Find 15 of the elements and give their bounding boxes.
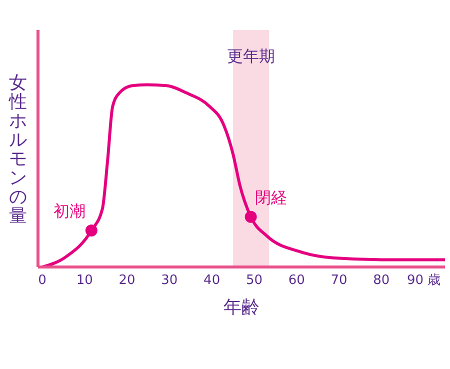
band-label: 更年期 — [227, 46, 276, 66]
x-tick-label: 90 歳 — [406, 273, 441, 288]
annotation: 初潮 — [53, 202, 86, 221]
x-tick-label: 10 — [76, 273, 93, 288]
x-tick-label: 80 — [373, 273, 390, 288]
x-tick-label: 30 — [161, 273, 178, 288]
x-tick-label: 70 — [330, 273, 348, 288]
x-axis-title: 年齢 — [224, 297, 260, 318]
x-tick-label: 40 — [204, 273, 220, 288]
x-tick-label: 0 — [38, 273, 46, 288]
y-axis-title: 女性ホルモンの量 — [8, 72, 27, 226]
annotation: 閉経 — [254, 188, 287, 207]
x-tick-label: 20 — [118, 273, 136, 288]
x-tick-label: 50 — [246, 273, 262, 288]
x-tick-label: 60 — [288, 273, 305, 288]
